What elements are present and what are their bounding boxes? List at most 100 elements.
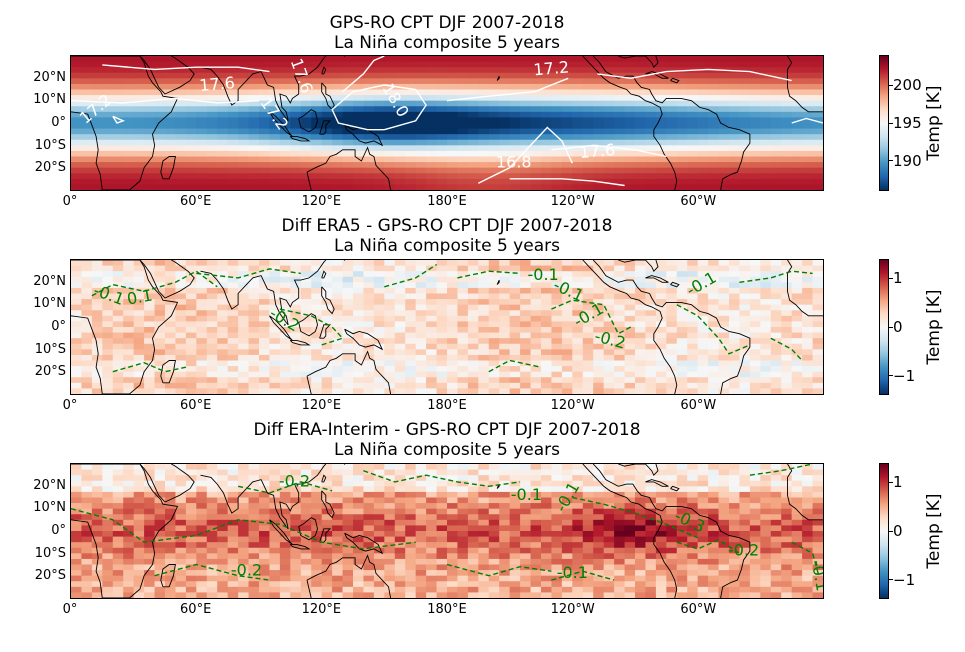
y-tick-label: 10°N [33,92,66,108]
heatmap-cell [384,503,396,510]
heatmap-cell [551,497,563,504]
heatmap-cell [342,354,354,362]
heatmap-cell [165,508,177,515]
heatmap-cell [71,377,83,384]
heatmap-cell [384,519,396,527]
heatmap-cell [812,134,823,141]
heatmap-cell [185,592,197,598]
heatmap-cell [332,260,344,267]
heatmap-cell [384,464,396,471]
heatmap-cell [238,327,250,334]
heatmap-cell [238,282,250,289]
heatmap-cell [708,56,720,63]
heatmap-cell [635,134,647,141]
heatmap-cell [499,581,511,588]
heatmap-cell [645,111,657,119]
heatmap-cell [71,271,83,278]
heatmap-cell [196,366,208,373]
heatmap-cell [332,586,344,594]
heatmap-cell [739,310,751,317]
heatmap-cell [812,282,823,289]
heatmap-cell [394,162,406,169]
heatmap-cell [770,78,782,85]
heatmap-cell [112,547,124,554]
heatmap-cell [133,276,145,283]
heatmap-cell [248,382,260,390]
heatmap-cell [342,293,354,300]
heatmap-cell [749,106,761,113]
heatmap-cell [259,178,271,186]
heatmap-cell [614,519,626,527]
heatmap-cell [405,260,417,267]
heatmap-cell [217,106,229,113]
heatmap-cell [676,514,688,521]
heatmap-cell [770,111,782,119]
heatmap-cell [112,56,124,63]
heatmap-cell [760,315,772,323]
heatmap-cell [248,338,260,345]
heatmap-cell [175,178,187,186]
heatmap-cell [791,276,803,283]
heatmap-cell [582,95,594,102]
heatmap-cell [279,167,291,174]
heatmap-cell [645,558,657,566]
heatmap-cell [165,592,177,598]
heatmap-cell [614,327,626,334]
heatmap-cell [520,282,532,289]
heatmap-cell [206,497,218,504]
heatmap-cell [603,56,615,63]
heatmap-cell [102,343,114,350]
heatmap-cell [572,178,584,186]
heatmap-cell [812,67,823,74]
heatmap-cell [321,581,333,588]
heatmap-cell [363,464,375,471]
heatmap-cell [614,360,626,367]
heatmap-cell [572,547,584,554]
heatmap-cell [133,475,145,482]
heatmap-cell [248,514,260,521]
heatmap-cell [541,354,553,362]
heatmap-cell [749,56,761,63]
heatmap-cell [509,486,521,493]
heatmap-cell [697,265,709,272]
heatmap-cell [321,315,333,323]
heatmap-cell [718,123,730,130]
heatmap-cell [447,519,459,527]
heatmap-cell [300,332,312,339]
heatmap-cell [175,360,187,367]
heatmap-cell [279,173,291,180]
heatmap-cell [770,299,782,306]
heatmap-cell [718,271,730,278]
heatmap-cell [217,464,229,471]
heatmap-cell [582,106,594,113]
heatmap-cell [582,464,594,471]
heatmap-cell [603,366,615,373]
heatmap-cell [541,360,553,367]
heatmap-cell [321,558,333,566]
heatmap-cell [279,514,291,521]
heatmap-cell [353,349,365,356]
heatmap-cell [614,508,626,515]
heatmap-cell [530,265,542,272]
heatmap-cell [561,178,573,186]
heatmap-cell [708,332,720,339]
heatmap-cell [488,519,500,527]
heatmap-cell [133,575,145,582]
heatmap-cell [676,377,688,384]
heatmap-cell [426,145,438,152]
heatmap-cell [373,514,385,521]
heatmap-cell [300,592,312,598]
heatmap-cell [279,282,291,289]
heatmap-cell [206,117,218,124]
heatmap-cell [791,282,803,289]
heatmap-cell [154,150,166,158]
heatmap-cell [530,586,542,594]
heatmap-cell [206,480,218,487]
heatmap-cell [248,491,260,499]
heatmap-cell [791,156,803,163]
heatmap-cell [520,145,532,152]
heatmap-cell [603,61,615,68]
heatmap-cell [697,89,709,96]
heatmap-cell [227,156,239,163]
heatmap-cell [154,382,166,390]
